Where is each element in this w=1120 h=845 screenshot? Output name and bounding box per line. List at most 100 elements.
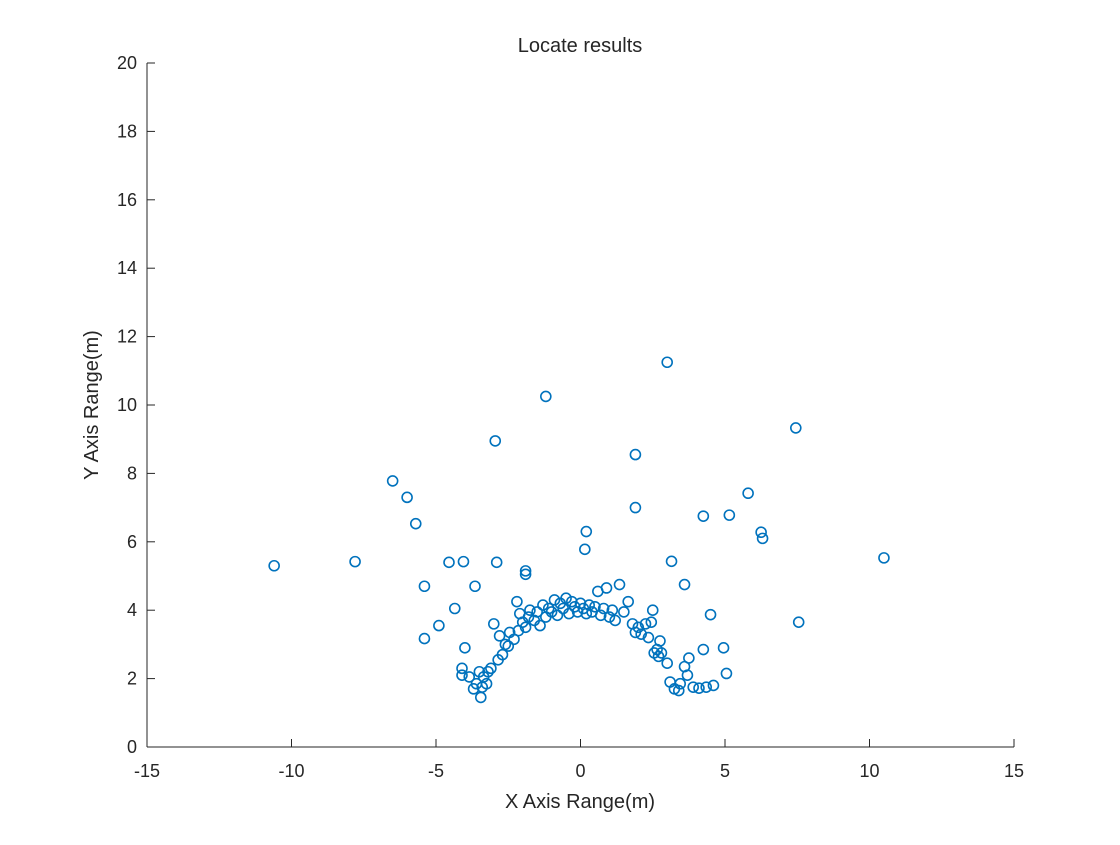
data-point	[613, 578, 626, 591]
data-point	[540, 390, 552, 403]
data-point	[456, 662, 468, 675]
data-point	[548, 594, 561, 606]
x-tick-label: -15	[134, 761, 160, 781]
data-point	[755, 526, 767, 539]
data-point	[443, 556, 455, 569]
data-point	[418, 580, 431, 593]
data-point	[654, 635, 666, 647]
data-point	[456, 669, 468, 681]
y-tick-label: 6	[127, 532, 137, 552]
data-point	[655, 647, 668, 659]
data-point	[531, 606, 543, 618]
data-point	[687, 681, 700, 693]
data-point	[603, 611, 616, 623]
data-point	[463, 671, 476, 683]
data-point	[433, 619, 445, 632]
data-point	[697, 643, 710, 656]
data-point	[268, 559, 280, 572]
data-point	[580, 525, 593, 538]
y-tick-label: 0	[127, 737, 137, 757]
data-point	[579, 543, 591, 556]
data-point	[742, 487, 754, 500]
y-tick-label: 16	[117, 190, 137, 210]
data-point	[502, 640, 515, 652]
data-point	[678, 578, 691, 591]
x-tick-label: -5	[428, 761, 444, 781]
data-point	[646, 604, 659, 617]
data-point	[697, 510, 710, 522]
data-point	[493, 630, 506, 642]
x-tick-label: -10	[278, 761, 304, 781]
data-point	[418, 632, 431, 645]
data-point	[790, 422, 802, 434]
y-axis-label: Y Axis Range(m)	[81, 330, 103, 480]
x-tick-label: 5	[720, 761, 730, 781]
data-point	[522, 611, 535, 623]
data-point	[700, 681, 713, 693]
data-point	[704, 608, 717, 621]
chart-title: Locate results	[518, 35, 643, 57]
data-point	[524, 604, 536, 617]
data-point	[448, 602, 461, 615]
data-point	[693, 682, 705, 694]
data-point	[609, 614, 621, 627]
x-tick-label: 15	[1004, 761, 1024, 781]
data-point	[489, 435, 502, 447]
data-point	[519, 621, 532, 634]
data-point	[589, 600, 601, 613]
data-point	[542, 602, 555, 615]
data-point	[545, 606, 558, 618]
data-point	[792, 616, 805, 628]
data-point	[490, 556, 503, 569]
data-point	[519, 565, 532, 577]
data-point	[717, 642, 730, 654]
data-point	[537, 599, 549, 611]
data-point	[386, 475, 399, 487]
data-markers	[268, 356, 890, 704]
data-point	[629, 448, 642, 461]
data-point	[459, 642, 471, 654]
data-point	[474, 691, 487, 704]
data-point	[583, 599, 595, 611]
y-tick-label: 12	[117, 327, 137, 347]
data-point	[519, 568, 532, 581]
y-tick-label: 10	[117, 395, 137, 415]
data-point	[594, 609, 607, 622]
data-point	[639, 618, 652, 630]
data-point	[618, 606, 630, 618]
y-tick-label: 8	[127, 463, 137, 483]
data-point	[672, 684, 685, 697]
data-point	[674, 677, 687, 690]
x-axis-label: X Axis Range(m)	[505, 791, 655, 813]
data-point	[707, 679, 720, 692]
data-point	[665, 555, 678, 568]
data-point	[482, 665, 494, 678]
data-point	[683, 652, 695, 664]
data-point	[629, 501, 642, 514]
data-point	[349, 555, 361, 568]
data-point	[560, 592, 572, 605]
axes: -15 -10 -5 0 5 10 15 0 2 4 6 8 10 12 14 16 18 20	[117, 53, 1024, 781]
data-point	[642, 631, 655, 644]
y-tick-label: 4	[127, 600, 137, 620]
data-point	[645, 616, 658, 628]
data-point	[597, 602, 610, 615]
data-point	[496, 648, 509, 661]
data-point	[681, 669, 694, 681]
data-point	[756, 532, 769, 545]
data-point	[511, 595, 523, 608]
data-point	[409, 517, 422, 530]
data-point	[487, 618, 500, 630]
data-point	[632, 621, 645, 634]
data-point	[600, 582, 613, 594]
y-tick-label: 20	[117, 53, 137, 73]
data-point	[534, 619, 546, 632]
data-point	[635, 628, 647, 640]
data-point	[652, 650, 665, 663]
data-point	[720, 667, 733, 680]
data-point	[480, 677, 493, 690]
y-tick-label: 18	[117, 121, 137, 141]
y-tick-label: 2	[127, 669, 137, 689]
